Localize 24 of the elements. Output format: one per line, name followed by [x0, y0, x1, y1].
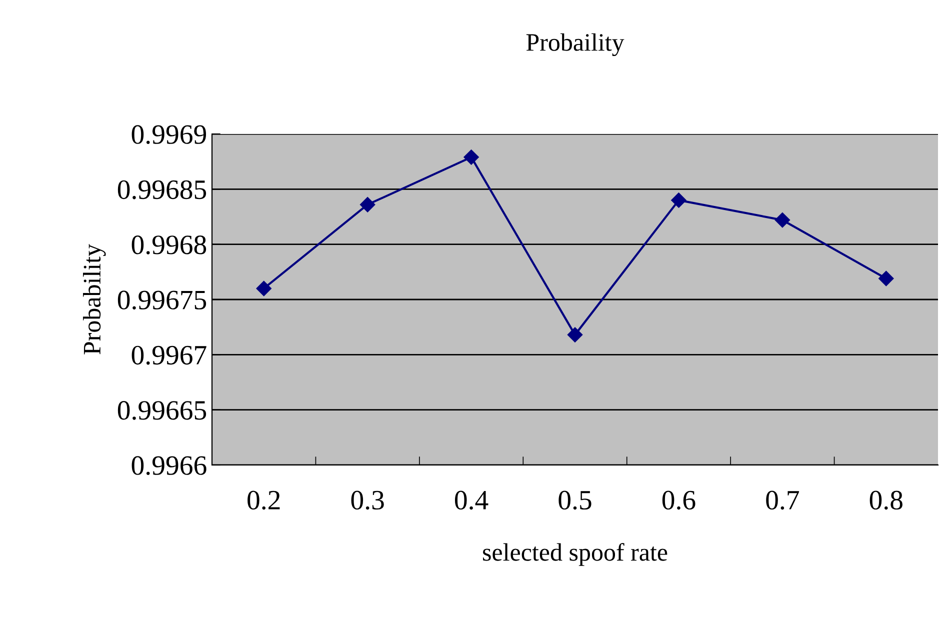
y-tick-label: 0.9969 [132, 125, 206, 144]
x-tick-label: 0.8 [870, 490, 902, 510]
y-tick-label: 0.9968 [132, 236, 206, 254]
chart-title: Probaility [526, 33, 624, 56]
point [878, 270, 894, 286]
y-tick-label: 0.99685 [118, 180, 206, 200]
x-tick-label: 0.3 [351, 490, 384, 510]
point [360, 197, 376, 212]
x-axis-title: selected spoof rate [483, 542, 668, 566]
y-tick-label: 0.9967 [132, 346, 206, 365]
y-tick-label: 0.99665 [118, 401, 206, 420]
y-tick-label: 0.99675 [118, 290, 206, 310]
y-axis-title: Probability [83, 244, 106, 354]
point [567, 327, 583, 342]
x-tick-label: 0.7 [766, 490, 799, 510]
point [464, 150, 479, 165]
y-tick-label: 0.9966 [132, 456, 206, 476]
point [671, 192, 686, 208]
point [256, 280, 272, 296]
x-tick-label: 0.5 [558, 490, 592, 510]
x-tick-label: 0.2 [248, 490, 280, 510]
x-tick-label: 0.4 [454, 490, 488, 510]
point [774, 212, 790, 228]
x-tick-label: 0.6 [662, 490, 696, 510]
